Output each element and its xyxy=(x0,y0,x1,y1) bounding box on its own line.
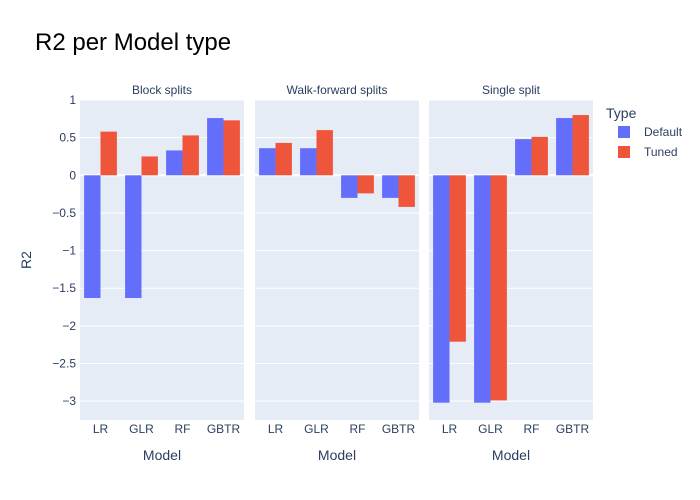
bar-tuned-gbtr[interactable] xyxy=(223,120,240,176)
bar-default-rf[interactable] xyxy=(515,139,532,176)
x-tick-label: GLR xyxy=(478,422,503,436)
bar-tuned-rf[interactable] xyxy=(182,135,199,176)
y-tick-label: −1 xyxy=(62,244,76,258)
x-tick-label: RF xyxy=(175,422,191,436)
bar-default-lr[interactable] xyxy=(259,148,276,176)
bar-default-glr[interactable] xyxy=(125,175,142,299)
bar-default-gbtr[interactable] xyxy=(382,175,399,198)
legend-swatch-tuned[interactable] xyxy=(618,146,630,158)
y-tick-label: 0.5 xyxy=(59,131,76,145)
legend-label-tuned[interactable]: Tuned xyxy=(644,145,678,159)
facet-title: Block splits xyxy=(132,83,192,97)
bar-tuned-lr[interactable] xyxy=(100,131,117,176)
bar-tuned-glr[interactable] xyxy=(316,130,333,176)
bar-tuned-glr[interactable] xyxy=(141,156,158,176)
y-tick-label: 0 xyxy=(69,168,76,182)
bar-tuned-rf[interactable] xyxy=(357,175,374,194)
bar-default-gbtr[interactable] xyxy=(207,118,224,176)
x-tick-label: RF xyxy=(350,422,366,436)
chart-title: R2 per Model type xyxy=(35,29,231,56)
x-tick-label: GLR xyxy=(304,422,329,436)
legend-swatch-default[interactable] xyxy=(618,126,630,138)
bar-default-glr[interactable] xyxy=(474,175,491,403)
facet-title: Single split xyxy=(482,83,541,97)
bar-tuned-gbtr[interactable] xyxy=(572,115,589,176)
x-tick-label: LR xyxy=(268,422,284,436)
bar-tuned-lr[interactable] xyxy=(449,175,466,342)
bar-tuned-gbtr[interactable] xyxy=(398,175,415,207)
bar-tuned-rf[interactable] xyxy=(531,136,548,176)
bar-default-rf[interactable] xyxy=(341,175,358,198)
bar-default-lr[interactable] xyxy=(433,175,450,403)
y-tick-label: −1.5 xyxy=(52,281,76,295)
x-axis-title: Model xyxy=(143,447,181,463)
x-axis-title: Model xyxy=(318,447,356,463)
legend-title: Type xyxy=(606,105,637,121)
y-tick-label: −0.5 xyxy=(52,206,76,220)
y-tick-label: −2 xyxy=(62,319,76,333)
x-tick-label: LR xyxy=(442,422,458,436)
y-axis-title: R2 xyxy=(18,251,34,269)
x-tick-label: RF xyxy=(524,422,540,436)
legend: Type Default Tuned xyxy=(606,105,683,159)
x-axis-title: Model xyxy=(492,447,530,463)
legend-label-default[interactable]: Default xyxy=(644,125,683,139)
bar-default-glr[interactable] xyxy=(300,148,317,176)
bar-default-lr[interactable] xyxy=(84,175,101,299)
facets: 1 0.5 0 −0.5 −1 −1.5 −2 −2.5 −3 Block splits LR GLR… xyxy=(52,83,593,463)
facet-title: Walk-forward splits xyxy=(287,83,388,97)
x-tick-label: GBTR xyxy=(207,422,241,436)
x-tick-label: LR xyxy=(93,422,109,436)
bar-tuned-lr[interactable] xyxy=(275,142,292,176)
bar-default-rf[interactable] xyxy=(166,150,183,176)
y-tick-label: −2.5 xyxy=(52,357,76,371)
y-tick-label: −3 xyxy=(62,394,76,408)
facet-1: Walk-forward splits LR GLR RF GBTR Model xyxy=(255,83,419,463)
x-tick-label: GBTR xyxy=(556,422,590,436)
bar-default-gbtr[interactable] xyxy=(556,118,573,176)
facet-2: Single split LR GLR RF GBTR Model xyxy=(429,83,593,463)
y-tick-label: 1 xyxy=(69,93,76,107)
x-tick-label: GBTR xyxy=(382,422,416,436)
x-tick-label: GLR xyxy=(129,422,154,436)
bar-tuned-glr[interactable] xyxy=(490,175,507,401)
facet-0: 1 0.5 0 −0.5 −1 −1.5 −2 −2.5 −3 Block splits LR GLR… xyxy=(52,83,244,463)
